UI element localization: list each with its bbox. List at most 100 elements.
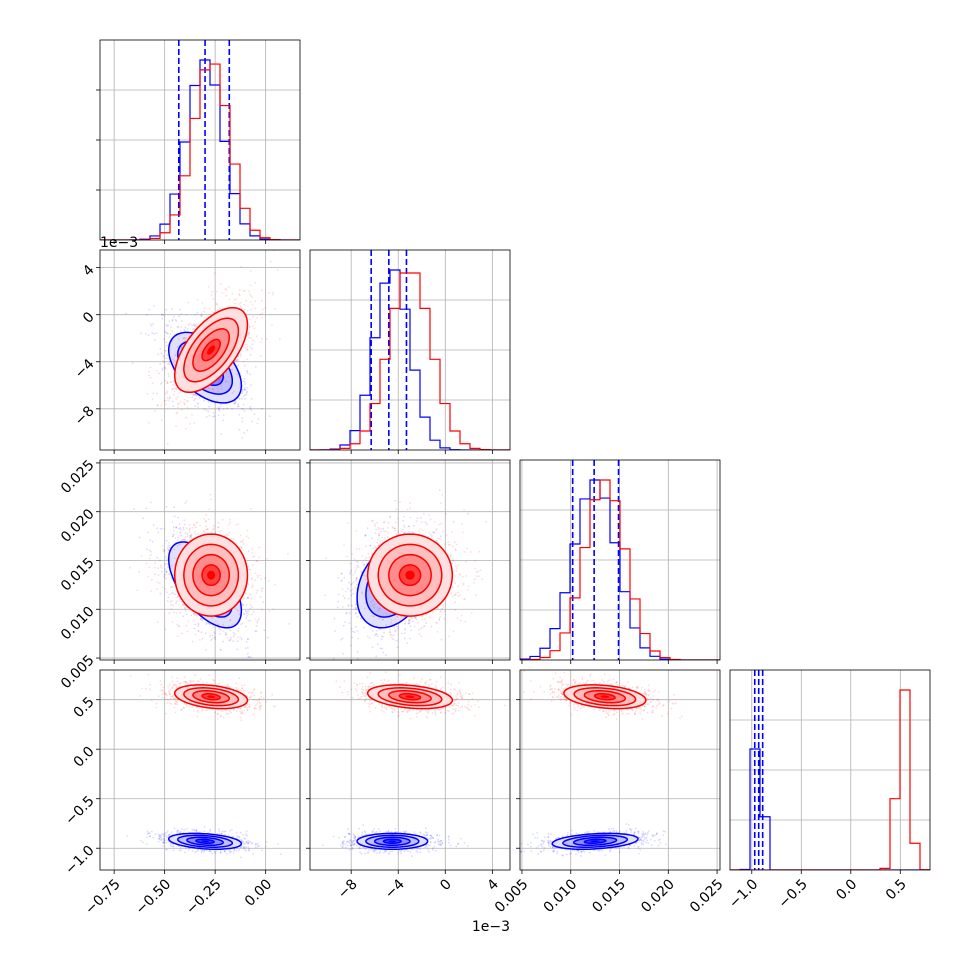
scatter-point-2-0-1-855 <box>209 639 212 642</box>
scatter-point-2-0-1-65 <box>225 533 228 536</box>
scatter-point-1-0-0-238 <box>196 311 199 314</box>
scatter-point-1-0-0-343 <box>172 405 175 408</box>
scatter-point-1-0-1-861 <box>162 360 164 363</box>
scatter-point-2-0-1-131 <box>236 608 239 611</box>
scatter-point-2-1-0-453 <box>357 566 360 568</box>
scatter-point-1-0-1-884 <box>170 381 173 383</box>
scatter-point-2-0-0-778 <box>151 540 154 543</box>
scatter-point-2-0-0-127 <box>182 526 185 529</box>
scatter-point-2-1-0-152 <box>467 512 469 515</box>
scatter-point-1-0-1-110 <box>220 388 223 390</box>
scatter-point-2-0-1-883 <box>174 537 177 540</box>
scatter-point-2-0-1-456 <box>170 564 173 567</box>
scatter-point-2-1-0-568 <box>355 579 357 582</box>
scatter-point-1-0-0-516 <box>152 323 155 325</box>
scatter-point-2-0-1-195 <box>259 574 261 577</box>
scatter-point-1-0-1-239 <box>175 352 178 355</box>
scatter-point-2-0-1-541 <box>255 560 258 562</box>
scatter-point-2-0-1-823 <box>210 531 213 534</box>
scatter-point-2-0-0-178 <box>245 640 248 643</box>
scatter-point-1-0-0-805 <box>180 320 183 322</box>
scatter-point-2-1-1-40 <box>448 635 450 638</box>
scatter-point-2-0-1-12 <box>177 625 180 628</box>
scatter-point-2-0-1-869 <box>221 626 224 629</box>
scatter-point-2-1-0-280 <box>357 561 359 564</box>
scatter-point-1-0-0-75 <box>164 349 167 352</box>
content-1-0 <box>125 250 281 445</box>
scatter-point-2-0-1-679 <box>219 626 221 628</box>
scatter-point-1-0-1-22 <box>220 283 222 285</box>
scatter-point-1-0-1-764 <box>252 339 255 342</box>
scatter-point-1-0-1-376 <box>183 401 185 404</box>
scatter-point-1-0-1-327 <box>206 390 209 393</box>
scatter-point-2-0-0-364 <box>256 589 259 592</box>
scatter-point-2-0-1-459 <box>140 555 143 557</box>
scatter-point-2-0-0-345 <box>236 648 239 651</box>
scatter-point-1-0-1-120 <box>200 314 202 317</box>
scatter-point-2-1-1-91 <box>366 562 368 565</box>
scatter-point-1-0-0-151 <box>175 387 178 390</box>
content-2-1 <box>324 489 487 660</box>
scatter-point-2-0-0-693 <box>197 533 200 536</box>
scatter-point-2-1-1-276 <box>443 617 446 620</box>
scatter-point-1-0-1-126 <box>168 375 170 378</box>
scatter-point-1-0-1-13 <box>243 364 246 367</box>
scatter-point-2-1-1-194 <box>381 618 384 621</box>
scatter-point-2-1-0-829 <box>355 560 358 563</box>
scatter-point-1-0-0-404 <box>172 380 175 382</box>
hist-step-1-series-1 <box>310 272 510 450</box>
scatter-point-2-1-1-5 <box>457 585 459 588</box>
scatter-point-1-0-1-880 <box>176 403 179 406</box>
scatter-point-1-0-0-461 <box>180 313 183 315</box>
scatter-point-2-1-0-859 <box>429 533 432 536</box>
scatter-point-2-1-0-475 <box>438 489 441 491</box>
scatter-point-1-0-1-512 <box>179 400 182 403</box>
scatter-point-2-0-0-205 <box>245 617 248 620</box>
scatter-point-1-0-1-345 <box>193 393 196 396</box>
scatter-point-2-0-1-493 <box>204 520 207 523</box>
scatter-point-1-0-1-155 <box>152 392 155 395</box>
scatter-point-1-0-1-726 <box>177 392 180 395</box>
scatter-point-2-0-1-759 <box>184 607 187 610</box>
scatter-point-1-0-0-390 <box>249 384 252 387</box>
scatter-point-2-1-0-560 <box>343 577 346 579</box>
scatter-point-1-0-0-862 <box>147 334 150 337</box>
scatter-point-2-1-0-795 <box>369 627 372 630</box>
scatter-point-1-0-1-218 <box>160 419 163 422</box>
scatter-point-2-0-1-98 <box>237 523 240 525</box>
scatter-point-1-0-1-279 <box>182 337 185 339</box>
scatter-point-2-1-0-569 <box>348 581 350 584</box>
scatter-point-2-0-0-702 <box>218 632 221 635</box>
scatter-point-1-0-0-457 <box>146 314 149 316</box>
scatter-point-2-0-1-391 <box>175 600 178 603</box>
scatter-point-1-0-1-139 <box>244 344 247 346</box>
scatter-point-2-0-1-358 <box>239 623 242 626</box>
scatter-point-1-0-0-348 <box>240 397 243 400</box>
scatter-point-2-1-0-701 <box>408 525 410 528</box>
scatter-point-2-0-1-422 <box>164 573 167 576</box>
scatter-point-1-0-1-606 <box>261 312 264 315</box>
scatter-point-2-0-1-185 <box>205 513 208 516</box>
scatter-point-2-0-0-587 <box>172 534 175 537</box>
scatter-point-2-0-0-335 <box>254 579 257 581</box>
scatter-point-2-1-0-23 <box>386 536 389 538</box>
scatter-point-2-0-0-315 <box>181 632 183 635</box>
scatter-point-1-0-1-7 <box>175 425 177 428</box>
scatter-point-2-0-1-497 <box>199 639 201 641</box>
scatter-point-2-0-0-63 <box>209 635 212 637</box>
scatter-point-1-0-1-249 <box>228 376 230 378</box>
scatter-point-2-0-0-798 <box>204 632 207 635</box>
scatter-point-1-0-1-244 <box>245 370 248 373</box>
scatter-point-1-0-0-715 <box>193 399 196 402</box>
scatter-point-2-1-1-120 <box>394 614 397 616</box>
scatter-point-2-1-0-524 <box>375 546 377 549</box>
scatter-point-2-0-0-476 <box>219 648 222 651</box>
scatter-point-2-0-1-545 <box>274 583 276 586</box>
scatter-point-2-0-0-662 <box>248 656 251 658</box>
scatter-point-1-0-1-305 <box>240 305 242 307</box>
scatter-point-1-0-1-33 <box>233 361 236 363</box>
scatter-point-2-0-0-393 <box>199 618 202 621</box>
scatter-point-1-0-1-87 <box>148 422 150 424</box>
scatter-point-1-0-1-117 <box>274 307 277 310</box>
